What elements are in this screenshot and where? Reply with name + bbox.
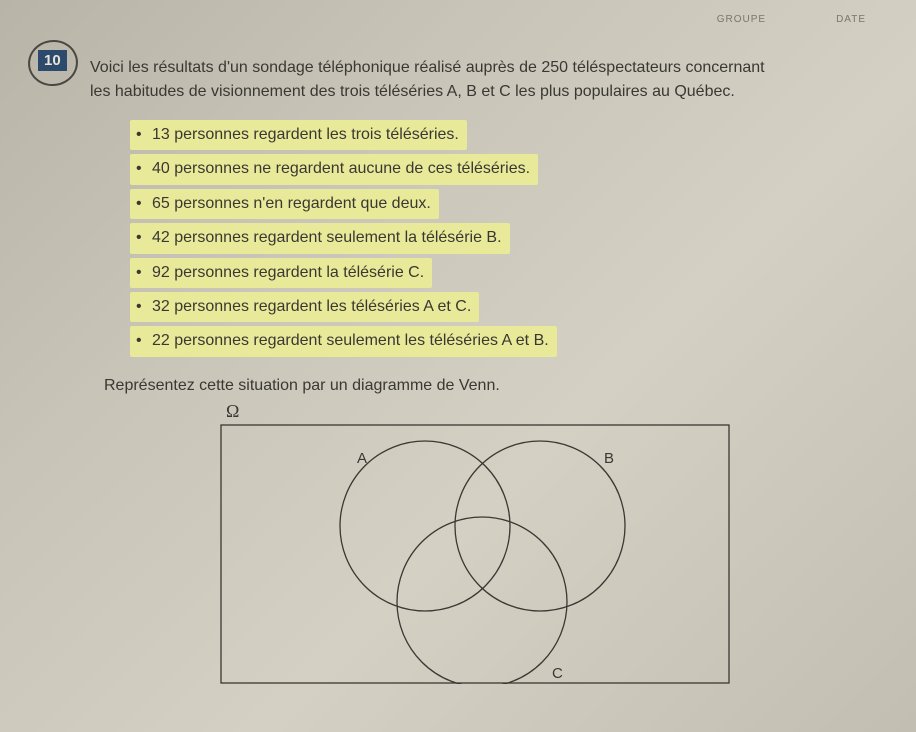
intro-line-1: Voici les résultats d'un sondage télépho… — [90, 59, 765, 76]
instruction-text: Représentez cette situation par un diagr… — [104, 377, 876, 395]
bullet-text: 92 personnes regardent la télésérie C. — [152, 264, 424, 281]
svg-text:B: B — [604, 450, 614, 467]
bullet-text: 22 personnes regardent seulement les tél… — [152, 332, 549, 349]
bullet-text: 42 personnes regardent seulement la télé… — [152, 229, 502, 246]
list-item: 92 personnes regardent la télésérie C. — [130, 258, 432, 288]
svg-text:A: A — [357, 450, 367, 467]
venn-diagram: A B C — [220, 424, 730, 684]
bullet-text: 13 personnes regardent les trois télésér… — [152, 126, 459, 143]
list-item: 22 personnes regardent seulement les tél… — [130, 326, 557, 356]
bullet-text: 32 personnes regardent les téléséries A … — [152, 298, 471, 315]
bullet-text: 65 personnes n'en regardent que deux. — [152, 195, 431, 212]
omega-label: Ω — [226, 401, 740, 422]
header-labels: GROUPE DATE — [717, 14, 866, 25]
list-item: 40 personnes ne regardent aucune de ces … — [130, 154, 538, 184]
list-item: 13 personnes regardent les trois télésér… — [130, 120, 467, 150]
pencil-circle-icon — [25, 37, 81, 90]
exercise-page: GROUPE DATE 10 Voici les résultats d'un … — [0, 0, 916, 704]
svg-text:C: C — [552, 665, 563, 682]
intro-line-2: les habitudes de visionnement des trois … — [90, 83, 735, 100]
label-date: DATE — [836, 14, 866, 25]
venn-diagram-area: Ω A B C — [220, 401, 740, 684]
bullet-text: 40 personnes ne regardent aucune de ces … — [152, 160, 530, 177]
question-number-wrap: 10 — [38, 50, 67, 71]
list-item: 32 personnes regardent les téléséries A … — [130, 292, 479, 322]
list-item: 65 personnes n'en regardent que deux. — [130, 189, 439, 219]
list-item: 42 personnes regardent seulement la télé… — [130, 223, 510, 253]
intro-text: Voici les résultats d'un sondage télépho… — [90, 56, 876, 104]
bullet-list: 13 personnes regardent les trois télésér… — [130, 118, 876, 359]
label-groupe: GROUPE — [717, 14, 766, 25]
